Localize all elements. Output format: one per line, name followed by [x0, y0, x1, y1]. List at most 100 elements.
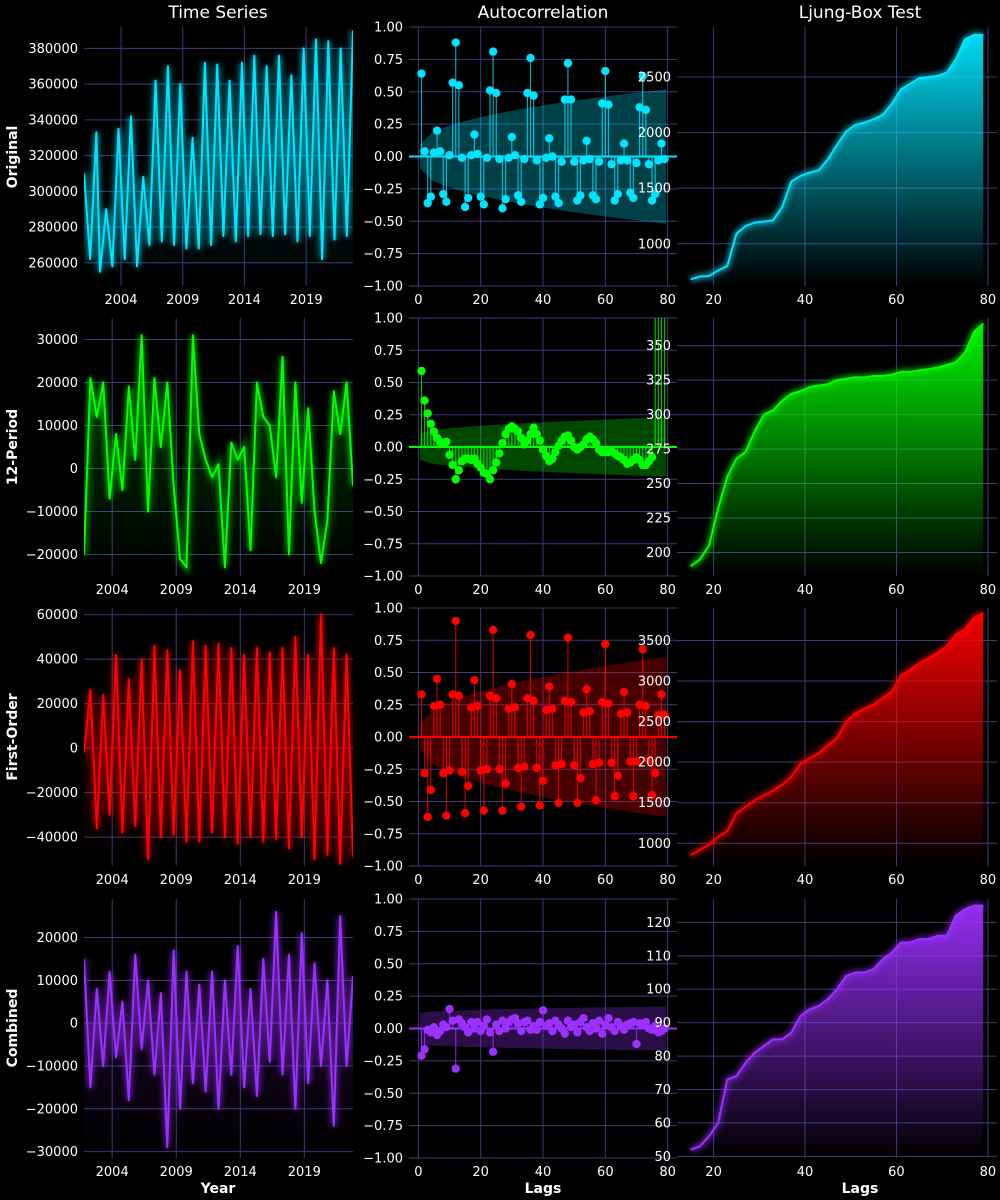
- acf-point: [476, 192, 485, 201]
- acf-point: [563, 1016, 573, 1025]
- x-tick-label: 20: [705, 583, 722, 598]
- acf-point: [495, 765, 504, 774]
- acf-point: [485, 475, 495, 484]
- x-tick-label: 80: [659, 1165, 676, 1180]
- acf-point: [604, 699, 613, 708]
- y-tick-label: 0.00: [374, 441, 403, 456]
- acf-point: [632, 158, 641, 168]
- x-tick-label: 80: [659, 873, 676, 888]
- acf-point: [451, 38, 460, 47]
- acf-point: [629, 792, 638, 801]
- acf-point: [442, 437, 451, 447]
- plot-area: [688, 321, 986, 576]
- y-tick-label: −0.50: [363, 215, 403, 230]
- acf-point: [492, 88, 501, 98]
- acf-point: [650, 768, 660, 778]
- acf-point: [492, 1020, 501, 1029]
- acf-point: [470, 130, 479, 139]
- acf-point: [516, 802, 526, 811]
- acf-point: [573, 798, 582, 807]
- y-tick-label: 0: [70, 1017, 78, 1032]
- acf-point: [513, 191, 523, 200]
- acf-point: [569, 157, 579, 166]
- x-tick-label: 2014: [224, 583, 257, 598]
- y-tick-label: 1.00: [374, 21, 403, 36]
- series-area: [690, 323, 984, 576]
- row-label-combined: Combined: [5, 989, 21, 1068]
- acf-point: [582, 685, 591, 694]
- acf-point: [442, 811, 451, 820]
- acf-point: [548, 704, 557, 713]
- acf-point: [657, 690, 666, 699]
- y-tick-label: 60: [654, 1116, 671, 1131]
- acf-point: [548, 152, 557, 161]
- y-tick-label: 90: [654, 1016, 671, 1031]
- plot-area: [84, 30, 353, 286]
- acf-point: [445, 766, 454, 775]
- acf-point: [510, 703, 520, 712]
- acf-point: [467, 1017, 476, 1027]
- acf-point: [647, 790, 657, 800]
- x-tick-label: 2009: [160, 583, 193, 598]
- x-tick-label: 40: [535, 1165, 552, 1180]
- acf-point: [488, 625, 498, 635]
- y-tick-label: 225: [646, 512, 671, 527]
- x-tick-label: 2019: [288, 873, 321, 888]
- acf-point: [541, 153, 551, 162]
- x-tick-label: 60: [597, 583, 614, 598]
- acf-point: [607, 160, 616, 169]
- x-axis-label-ljung-box: Lags: [842, 1181, 879, 1197]
- x-tick-label: 0: [414, 293, 422, 308]
- acf-point: [470, 676, 479, 685]
- x-tick-label: 2004: [96, 583, 129, 598]
- acf-point: [538, 445, 548, 454]
- y-tick-label: 260000: [28, 256, 78, 271]
- x-tick-label: 60: [597, 1165, 614, 1180]
- y-tick-label: −0.25: [363, 473, 403, 488]
- acf-point: [535, 436, 545, 445]
- acf-point: [638, 645, 647, 654]
- acf-point: [423, 198, 432, 208]
- y-tick-label: −1.00: [363, 570, 403, 585]
- column-title-autocorrelation: Autocorrelation: [478, 3, 609, 23]
- acf-point: [495, 154, 504, 164]
- acf-point: [448, 1016, 457, 1025]
- y-tick-label: 0: [70, 462, 78, 477]
- acf-point: [566, 697, 576, 707]
- y-tick-label: −0.75: [363, 247, 403, 262]
- y-tick-label: 20000: [37, 376, 78, 391]
- acf-point: [429, 701, 439, 711]
- acf-point: [532, 763, 541, 773]
- y-tick-label: 300000: [28, 185, 78, 200]
- acf-point: [513, 763, 523, 773]
- row-label-first-order: First-Order: [5, 693, 21, 780]
- y-tick-label: 0.00: [374, 1022, 403, 1037]
- acf-point: [582, 136, 591, 146]
- acf-point: [541, 705, 551, 715]
- y-tick-label: −20000: [26, 548, 78, 563]
- plot-area: [689, 31, 984, 286]
- series-line: [84, 30, 353, 273]
- y-tick-label: 0.50: [374, 666, 403, 681]
- acf-point: [476, 766, 485, 775]
- y-tick-label: 380000: [28, 42, 78, 57]
- y-tick-label: 250: [646, 477, 671, 492]
- acf-point: [492, 458, 501, 467]
- y-tick-label: 40000: [37, 653, 78, 668]
- acf-point: [420, 768, 429, 778]
- y-tick-label: −20000: [26, 1102, 78, 1117]
- x-tick-label: 60: [888, 293, 905, 308]
- y-tick-label: 0.75: [374, 925, 403, 940]
- acf-point: [488, 47, 498, 56]
- acf-point: [576, 774, 585, 783]
- y-tick-label: 0.50: [374, 376, 403, 391]
- x-tick-label: 80: [659, 583, 676, 598]
- acf-point: [604, 1013, 613, 1023]
- acf-point: [498, 1016, 507, 1025]
- acf-point: [420, 396, 429, 405]
- y-tick-label: 100: [646, 983, 671, 998]
- x-tick-label: 2004: [96, 1165, 129, 1180]
- y-tick-label: 1500: [638, 796, 671, 811]
- y-tick-label: 0.25: [374, 990, 403, 1005]
